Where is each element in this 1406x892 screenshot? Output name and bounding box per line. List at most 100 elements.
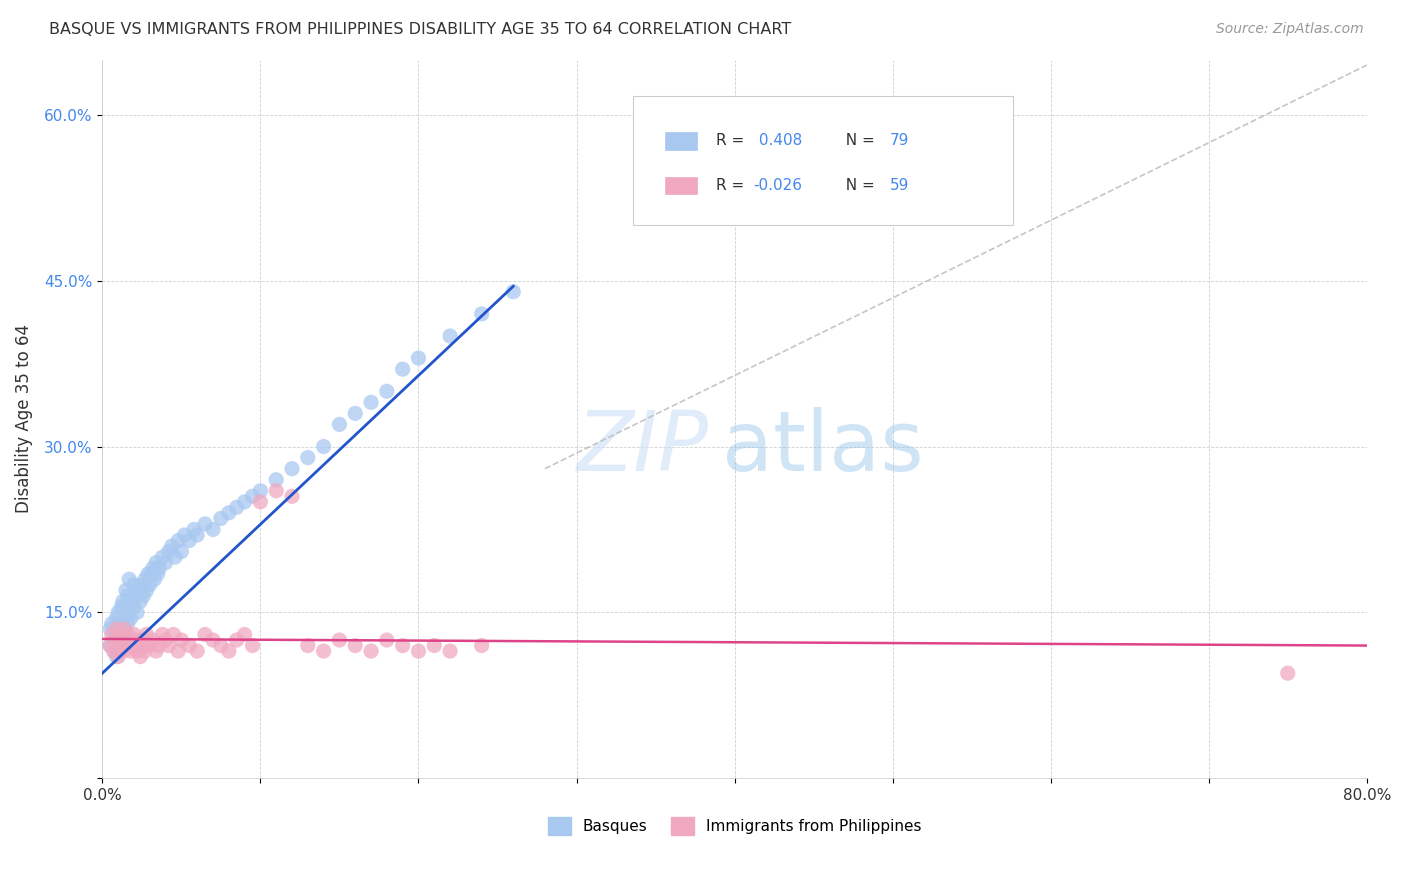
Point — [108, 622, 131, 636]
Point — [242, 489, 264, 503]
Point — [281, 489, 304, 503]
Point — [127, 606, 149, 620]
FancyBboxPatch shape — [665, 132, 696, 150]
Point — [117, 589, 139, 603]
Point — [110, 616, 132, 631]
Point — [136, 566, 159, 581]
Text: -0.026: -0.026 — [754, 178, 803, 193]
FancyBboxPatch shape — [634, 95, 1012, 225]
Point — [218, 644, 240, 658]
Point — [108, 633, 131, 648]
Point — [160, 539, 183, 553]
Point — [129, 649, 152, 664]
Point — [201, 523, 224, 537]
Point — [233, 627, 256, 641]
Text: R =: R = — [716, 133, 749, 148]
Point — [111, 627, 134, 641]
Point — [118, 606, 141, 620]
Point — [209, 511, 232, 525]
Point — [145, 644, 167, 658]
Point — [328, 417, 350, 432]
Point — [110, 633, 132, 648]
Text: 79: 79 — [890, 133, 910, 148]
Point — [131, 578, 153, 592]
Point — [115, 639, 138, 653]
Point — [129, 594, 152, 608]
Point — [124, 633, 146, 648]
Point — [186, 528, 208, 542]
Point — [249, 495, 271, 509]
Point — [146, 566, 169, 581]
Point — [121, 639, 143, 653]
Point — [391, 639, 413, 653]
Text: 0.408: 0.408 — [754, 133, 801, 148]
Point — [98, 639, 121, 653]
Point — [408, 351, 430, 365]
Text: ZIP: ZIP — [578, 407, 709, 488]
Point — [233, 495, 256, 509]
Point — [115, 599, 138, 614]
Point — [170, 544, 193, 558]
Point — [135, 583, 157, 598]
Point — [194, 627, 217, 641]
Point — [183, 523, 205, 537]
Y-axis label: Disability Age 35 to 64: Disability Age 35 to 64 — [15, 325, 32, 514]
Point — [104, 644, 127, 658]
Point — [155, 556, 177, 570]
Point — [167, 533, 190, 548]
Point — [122, 578, 145, 592]
Point — [131, 633, 153, 648]
Point — [107, 639, 129, 653]
Point — [107, 649, 129, 664]
Point — [344, 639, 367, 653]
Point — [134, 572, 156, 586]
Point — [312, 440, 335, 454]
Point — [375, 633, 398, 648]
Text: N =: N = — [835, 133, 879, 148]
Text: Source: ZipAtlas.com: Source: ZipAtlas.com — [1216, 22, 1364, 37]
Point — [173, 528, 195, 542]
Point — [110, 599, 132, 614]
Point — [157, 639, 180, 653]
Point — [179, 639, 201, 653]
Point — [117, 627, 139, 641]
Point — [114, 622, 136, 636]
Point — [128, 583, 150, 598]
Point — [152, 550, 174, 565]
Point — [118, 572, 141, 586]
Point — [104, 633, 127, 648]
Point — [105, 611, 128, 625]
Point — [145, 556, 167, 570]
Point — [142, 561, 165, 575]
Point — [297, 450, 319, 465]
Point — [163, 550, 186, 565]
Point — [201, 633, 224, 648]
Point — [139, 578, 162, 592]
Point — [225, 500, 247, 515]
Point — [167, 644, 190, 658]
Point — [264, 483, 287, 498]
Text: BASQUE VS IMMIGRANTS FROM PHILIPPINES DISABILITY AGE 35 TO 64 CORRELATION CHART: BASQUE VS IMMIGRANTS FROM PHILIPPINES DI… — [49, 22, 792, 37]
Point — [408, 644, 430, 658]
Point — [360, 395, 382, 409]
Point — [186, 644, 208, 658]
Point — [107, 606, 129, 620]
Point — [114, 611, 136, 625]
Point — [209, 639, 232, 653]
Point — [111, 644, 134, 658]
Point — [375, 384, 398, 399]
Point — [122, 627, 145, 641]
Point — [281, 461, 304, 475]
Point — [225, 633, 247, 648]
Point — [98, 622, 121, 636]
Point — [108, 627, 131, 641]
Point — [152, 627, 174, 641]
Point — [471, 307, 494, 321]
Point — [148, 639, 170, 653]
Point — [132, 589, 155, 603]
Point — [139, 639, 162, 653]
Point — [104, 627, 127, 641]
Point — [162, 627, 184, 641]
Point — [264, 473, 287, 487]
Point — [107, 639, 129, 653]
